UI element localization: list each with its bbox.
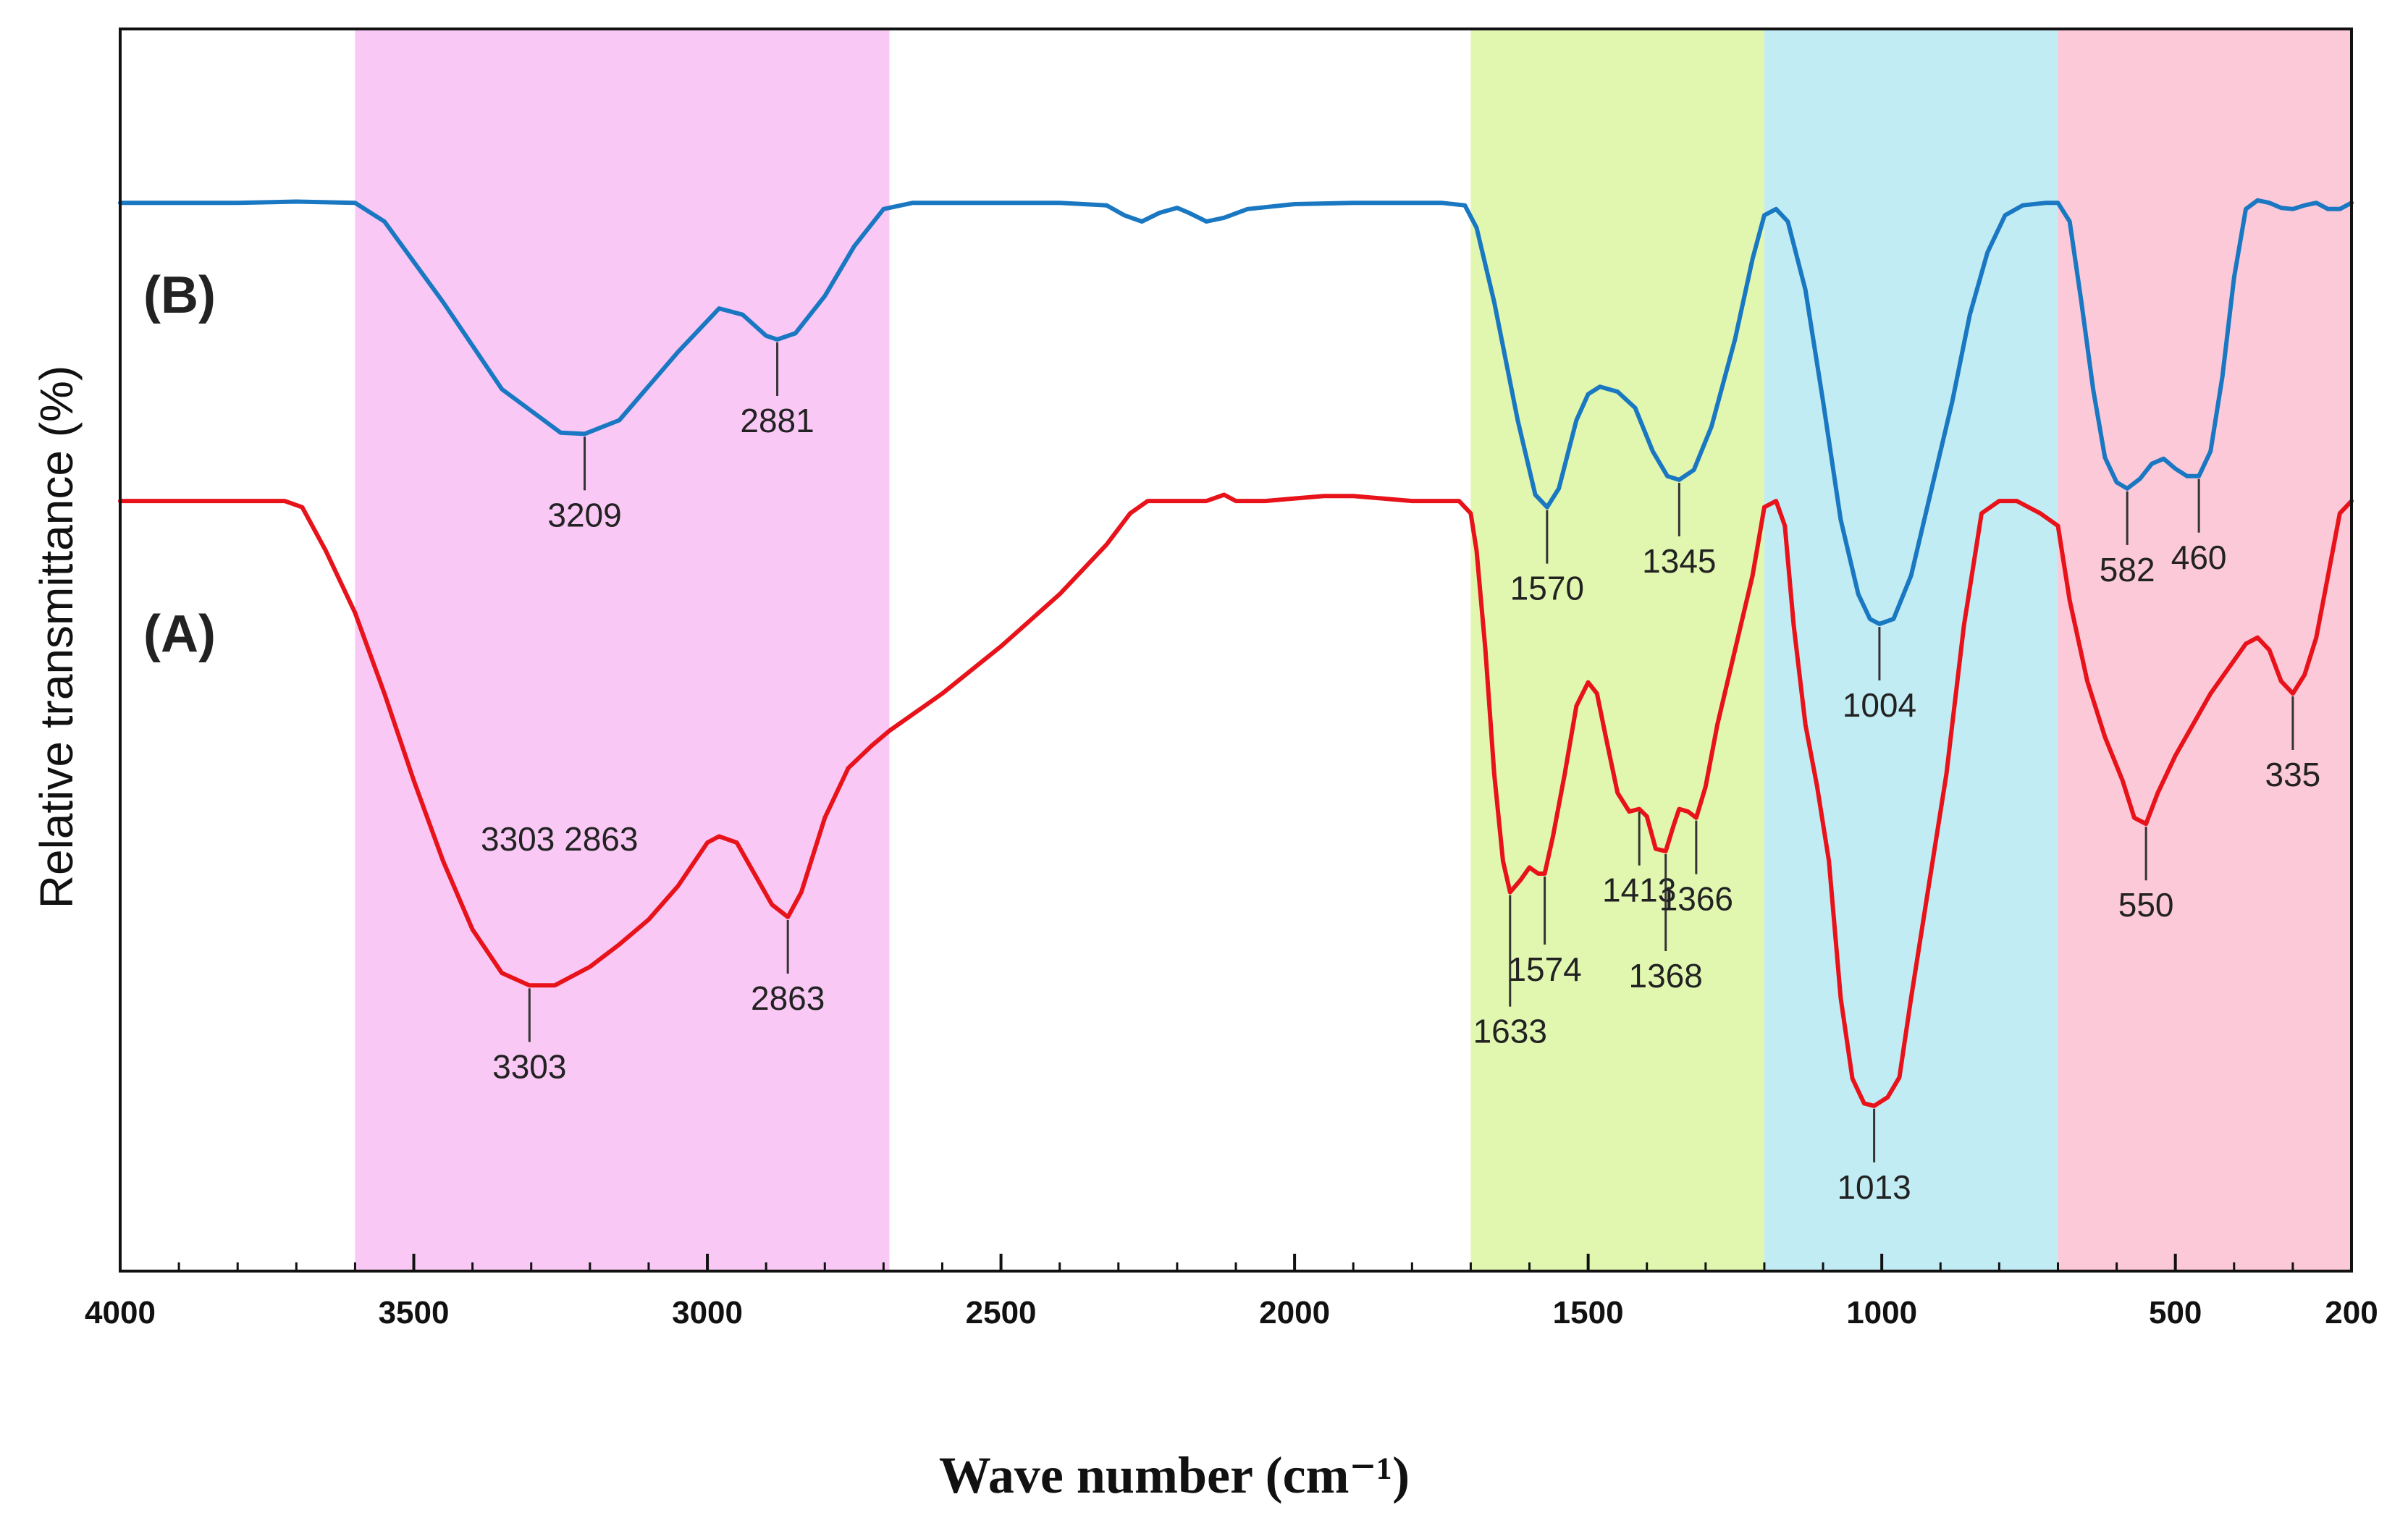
region-green (1470, 29, 1764, 1271)
annotation-label-582: 582 (2100, 551, 2155, 588)
region-pink (355, 29, 890, 1271)
x-tick-label-2000: 2000 (1259, 1295, 1330, 1330)
x-tick-label-4000: 4000 (85, 1295, 156, 1330)
x-tick-label-200: 200 (2325, 1295, 2378, 1330)
annotation-label-1570: 1570 (1510, 570, 1584, 607)
region-rose (2058, 29, 2352, 1271)
annotation-label-1366: 1366 (1659, 880, 1733, 918)
peak-pair-note: 3303 2863 (481, 820, 638, 858)
annotation-label-1013: 1013 (1837, 1168, 1911, 1206)
annotation-label-1413: 1413 (1602, 872, 1676, 909)
x-tick-label-3500: 3500 (379, 1295, 450, 1330)
series-line-a (118, 492, 2354, 1108)
annotation-label-3303: 3303 (492, 1047, 566, 1085)
annotation-label-3209: 3209 (547, 496, 621, 533)
annotation-label-1004: 1004 (1843, 686, 1916, 724)
axes: 4000 3500 3000 2500 2000 1500 1000 500 200 (85, 28, 2378, 1330)
peak-annotations: 3209 2881 1570 1345 1004 582 460 3303 2863 1633 15… (492, 342, 2320, 1206)
annotation-label-460: 460 (2171, 539, 2227, 576)
annotation-label-335: 335 (2265, 756, 2321, 793)
x-tick-label-3000: 3000 (672, 1295, 743, 1330)
x-tick-label-2500: 2500 (966, 1295, 1037, 1330)
annotation-label-550: 550 (2118, 886, 2174, 924)
series-label-b: (B) (143, 266, 216, 324)
series-label-a: (A) (143, 605, 216, 663)
series-line-b (118, 198, 2354, 626)
y-axis-label: Relative transmittance (%) (30, 366, 83, 908)
annotation-label-2863: 2863 (751, 979, 825, 1017)
region-cyan (1764, 29, 2058, 1271)
x-tick-label-500: 500 (2149, 1295, 2202, 1330)
annotation-label-1345: 1345 (1642, 542, 1716, 580)
annotation-label-2881: 2881 (740, 402, 814, 439)
annotation-label-1368: 1368 (1629, 957, 1703, 995)
annotation-label-1574: 1574 (1507, 950, 1581, 988)
highlight-regions (355, 29, 2352, 1271)
annotation-label-1633: 1633 (1473, 1013, 1547, 1050)
x-tick-label-1500: 1500 (1553, 1295, 1624, 1330)
x-tick-label-1000: 1000 (1846, 1295, 1917, 1330)
spectra-series (118, 198, 2354, 1108)
x-axis-label: Wave number (cm⁻¹) (939, 1446, 1410, 1504)
